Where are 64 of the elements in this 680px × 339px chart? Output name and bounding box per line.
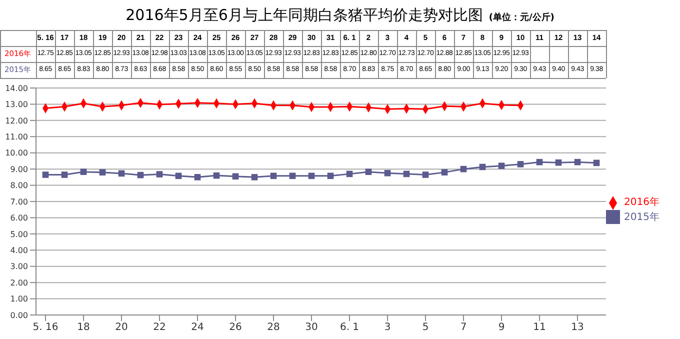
category-label: 6. 1 xyxy=(340,322,360,334)
point xyxy=(593,160,600,166)
y-tick-label: 3.00 xyxy=(10,262,28,272)
category-label: 11 xyxy=(533,322,546,334)
category-label: 13 xyxy=(571,322,584,334)
point xyxy=(80,168,87,175)
category-label: 28 xyxy=(267,322,280,334)
category-label: 30 xyxy=(305,322,318,334)
point xyxy=(536,158,543,166)
point xyxy=(346,170,353,178)
category-label: 18 xyxy=(77,322,90,334)
point xyxy=(175,172,182,180)
point xyxy=(99,169,106,176)
point xyxy=(403,170,410,178)
point xyxy=(479,164,486,170)
chart-subtitle: (单位：元/公斤) xyxy=(488,13,554,23)
point xyxy=(213,172,220,179)
category-label: 7 xyxy=(460,322,467,334)
point xyxy=(460,166,467,172)
point xyxy=(42,172,49,178)
point xyxy=(194,174,201,180)
y-tick-label: 6.00 xyxy=(10,214,28,223)
point xyxy=(441,169,448,176)
y-tick-label: 9.00 xyxy=(10,164,28,174)
point xyxy=(270,172,277,180)
y-tick-label: 1.00 xyxy=(10,294,28,304)
category-label: 20 xyxy=(115,322,128,334)
y-tick-label: 5.00 xyxy=(10,230,28,239)
category-label: 3 xyxy=(384,322,391,334)
point xyxy=(384,170,391,176)
point xyxy=(137,172,144,178)
y-tick-label: 12.00 xyxy=(5,116,28,126)
y-tick-label: 0.00 xyxy=(10,310,28,320)
point xyxy=(327,172,334,180)
point xyxy=(498,162,505,169)
category-label: 5 xyxy=(422,322,429,334)
chart-title: 2016年5月至6月与上年同期白条猪平均价走势对比图 xyxy=(126,6,483,24)
point xyxy=(555,159,562,166)
legend-label: 2015年 xyxy=(624,212,660,222)
category-label: 22 xyxy=(153,322,166,334)
point xyxy=(156,171,163,178)
y-tick-label: 2.00 xyxy=(10,278,28,288)
y-tick-label: 10.00 xyxy=(5,148,28,158)
point xyxy=(289,172,296,180)
point xyxy=(517,161,524,168)
category-label: 24 xyxy=(191,322,204,334)
category-label: 26 xyxy=(229,322,242,334)
y-tick-label: 8.00 xyxy=(10,181,28,190)
point xyxy=(422,172,429,178)
point xyxy=(232,173,239,180)
point xyxy=(574,158,581,166)
point xyxy=(251,174,258,180)
y-tick-label: 11.00 xyxy=(5,132,28,142)
legend-label: 2016年 xyxy=(624,197,660,208)
point xyxy=(308,172,315,180)
y-tick-label: 13.00 xyxy=(5,100,28,110)
y-tick-label: 14.00 xyxy=(5,84,28,93)
point xyxy=(61,172,68,178)
point xyxy=(365,168,372,175)
y-tick-label: 4.00 xyxy=(10,246,28,255)
y-tick-label: 7.00 xyxy=(10,197,28,206)
category-label: 5. 16 xyxy=(32,322,58,334)
point xyxy=(118,170,125,177)
category-label: 9 xyxy=(498,322,505,334)
